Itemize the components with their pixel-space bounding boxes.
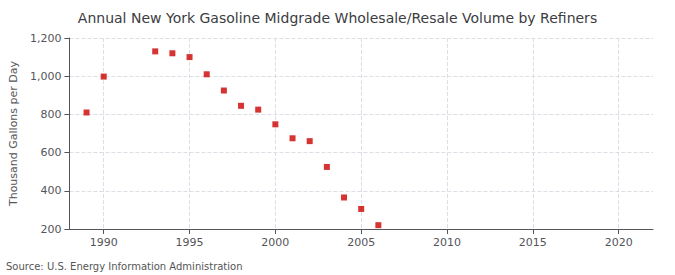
svg-text:2010: 2010 — [433, 236, 461, 249]
svg-text:2015: 2015 — [519, 236, 547, 249]
svg-text:400: 400 — [40, 184, 61, 197]
svg-text:1995: 1995 — [176, 236, 204, 249]
svg-text:2005: 2005 — [347, 236, 375, 249]
svg-text:Thousand Gallons per Day: Thousand Gallons per Day — [7, 60, 20, 207]
svg-text:1,000: 1,000 — [30, 70, 62, 83]
svg-text:2020: 2020 — [605, 236, 633, 249]
svg-text:1990: 1990 — [90, 236, 118, 249]
svg-text:2000: 2000 — [261, 236, 289, 249]
svg-text:1,200: 1,200 — [30, 32, 62, 45]
svg-text:Source: U.S. Energy Informatio: Source: U.S. Energy Information Administ… — [6, 261, 243, 272]
svg-text:600: 600 — [40, 146, 61, 159]
svg-text:Annual New York Gasoline Midgr: Annual New York Gasoline Midgrade Wholes… — [78, 10, 597, 26]
svg-text:800: 800 — [40, 108, 61, 121]
svg-text:200: 200 — [40, 223, 61, 236]
